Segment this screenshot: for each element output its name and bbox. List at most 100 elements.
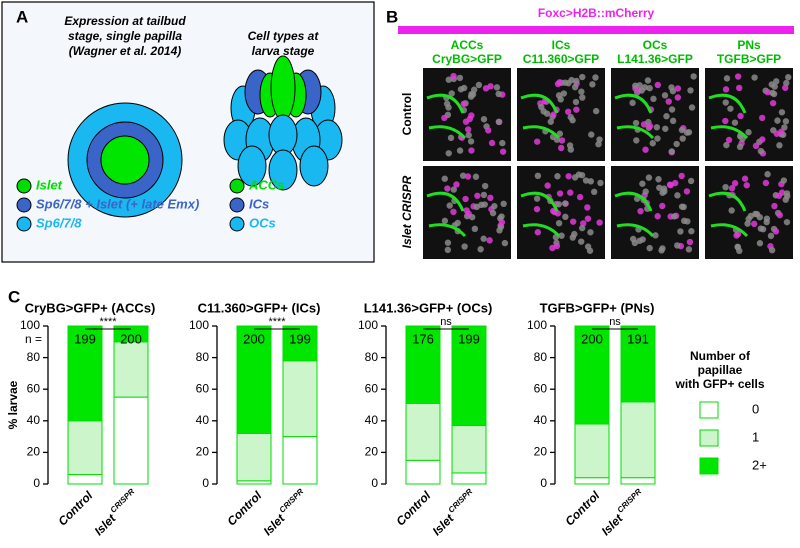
nucleus (649, 140, 656, 147)
nucleus (448, 90, 455, 97)
nucleus (565, 80, 572, 87)
n-value: 200 (581, 331, 603, 346)
nucleus (759, 136, 766, 143)
nucleus (653, 124, 661, 131)
y-tick-label: 60 (196, 381, 210, 395)
nucleus (772, 228, 780, 235)
nucleus (465, 131, 472, 139)
chart-title: C11.360>GFP+ (ICs) (198, 300, 321, 315)
nucleus (592, 74, 599, 81)
nucleus (472, 173, 480, 180)
n-value: 199 (458, 331, 480, 346)
nucleus (579, 94, 586, 101)
nucleus (444, 246, 452, 254)
nucleus (685, 246, 693, 253)
bar-segment (282, 436, 318, 485)
y-tick-label: 80 (27, 350, 41, 364)
nucleus (590, 188, 598, 196)
nucleus (727, 105, 734, 112)
chart-title: TGFB>GFP+ (PNs) (540, 300, 655, 315)
nucleus (659, 202, 666, 210)
bar-segment (282, 325, 318, 362)
bar-segment (574, 423, 610, 479)
x-tick-label: Control (55, 488, 96, 529)
nucleus (456, 147, 464, 154)
nucleus (679, 135, 686, 142)
nucleus (669, 117, 677, 125)
x-tick-label: Islet CRISPR (259, 487, 310, 538)
legend-dot (16, 178, 32, 194)
nucleus (495, 90, 502, 98)
column-reporter: CryBG>GFP (432, 52, 502, 66)
row-label: Control (400, 93, 414, 136)
nucleus (441, 217, 449, 225)
nucleus (687, 87, 694, 94)
nucleus (656, 184, 663, 191)
nucleus (501, 239, 509, 247)
nucleus (680, 203, 687, 211)
nucleus (597, 179, 604, 187)
bar-segment (451, 425, 487, 474)
nucleus (480, 116, 488, 123)
nucleus (587, 178, 595, 185)
nucleus (481, 182, 489, 190)
cell (299, 145, 329, 187)
legend-title: with GFP+ cells (674, 377, 764, 391)
nucleus (773, 78, 780, 85)
bar-segment (620, 325, 656, 403)
micrograph (423, 68, 511, 161)
chart-title: CryBG>GFP+ (ACCs) (25, 300, 156, 315)
legend-label: ICs (249, 196, 269, 211)
nucleus (446, 202, 453, 209)
nucleus (654, 213, 661, 220)
nucleus (778, 109, 786, 116)
gfp-signal (520, 191, 561, 238)
ring-inner (100, 135, 150, 185)
nucleus (767, 232, 775, 240)
nucleus (569, 234, 576, 241)
bar-segment (620, 477, 656, 485)
legend-swatch (699, 401, 719, 419)
nucleus (684, 218, 691, 225)
nucleus (566, 142, 574, 149)
nucleus (646, 122, 654, 130)
nucleus (555, 219, 563, 227)
nucleus (588, 131, 595, 138)
cell (268, 114, 298, 156)
nucleus (756, 240, 764, 247)
legend-dot (229, 216, 245, 232)
gfp-signal (708, 93, 749, 140)
nucleus (475, 81, 483, 89)
panel-label: A (16, 7, 28, 26)
legend-dot (229, 197, 245, 213)
nucleus (674, 192, 681, 199)
nucleus (533, 205, 541, 213)
nucleus (737, 112, 744, 120)
row-label: Islet CRISPR (400, 175, 414, 248)
nucleus (595, 140, 602, 148)
nucleus (764, 89, 771, 96)
nucleus (582, 177, 590, 184)
nucleus (683, 188, 691, 195)
x-tick-label: Control (224, 488, 265, 529)
nucleus (654, 135, 661, 142)
nucleus (669, 87, 677, 95)
nucleus (668, 148, 675, 155)
nucleus (769, 89, 776, 97)
cell (270, 55, 296, 121)
nucleus (642, 146, 649, 153)
column-name: OCs (643, 38, 668, 52)
nucleus (578, 88, 585, 95)
nucleus (487, 194, 494, 202)
nucleus (553, 242, 561, 250)
nucleus (572, 98, 580, 106)
nucleus (571, 83, 579, 91)
nucleus (776, 142, 783, 149)
nucleus (480, 235, 487, 242)
n-value: 191 (627, 331, 649, 346)
bar-segment (405, 459, 441, 485)
nucleus (571, 174, 579, 181)
nucleus (500, 200, 507, 208)
nucleus (557, 96, 564, 103)
nucleus (450, 72, 457, 80)
